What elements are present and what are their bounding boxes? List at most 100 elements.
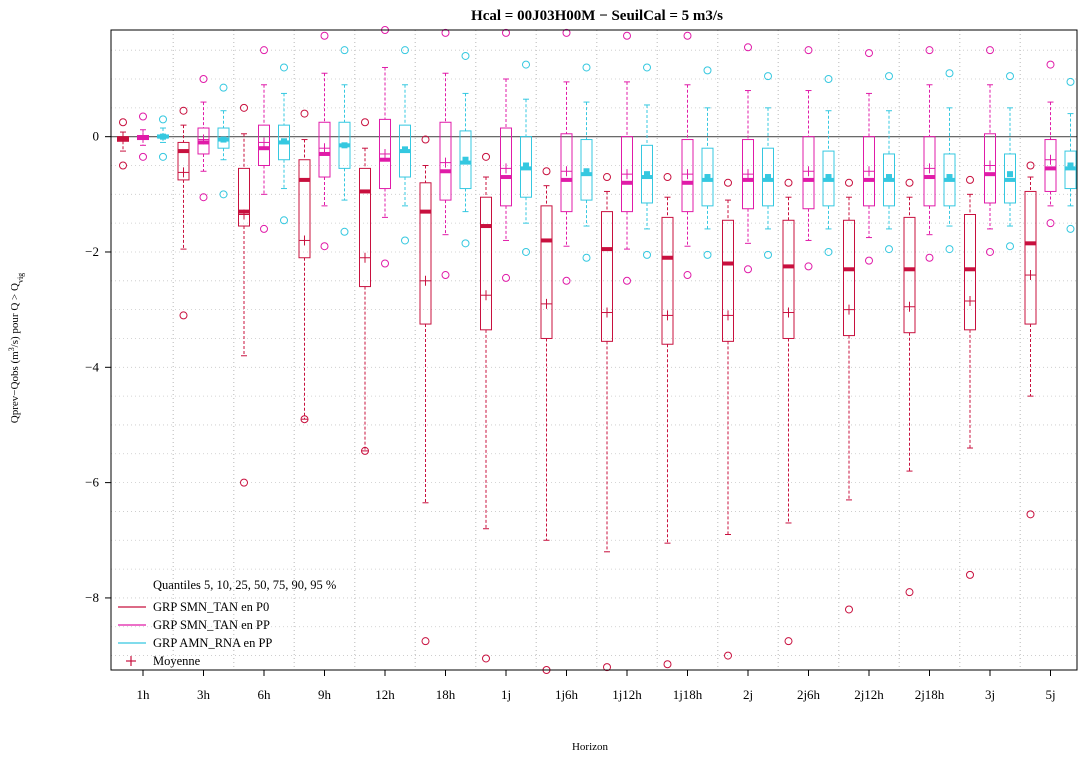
- box-RNA-2j6h: [822, 75, 835, 256]
- quantile-95-point: [219, 83, 228, 92]
- quantile-95-point: [703, 66, 712, 75]
- box-RNA-2j12h: [883, 72, 895, 254]
- x-tick-label: 18h: [436, 687, 456, 702]
- quantile-5-point: [381, 259, 389, 268]
- box-P0-18h: [419, 135, 432, 646]
- quantile-95-point: [804, 46, 813, 55]
- quantile-5-point: [804, 262, 813, 271]
- y-label-mid: /s) pour Q > Q: [9, 283, 21, 347]
- x-tick-label: 2j18h: [915, 687, 945, 702]
- mean-marker: [462, 156, 469, 163]
- y-label-pre: Qprev−Qobs (m: [9, 351, 21, 423]
- x-tick-label: 1j: [501, 687, 511, 702]
- quantile-5-point: [159, 152, 167, 161]
- iqr-box: [238, 167, 250, 227]
- box-RNA-2j: [762, 72, 774, 259]
- box-P0-12h: [359, 118, 371, 455]
- mean-marker: [281, 138, 287, 145]
- quantile-95-point: [1026, 161, 1035, 170]
- iqr-box: [802, 136, 815, 210]
- box-P0-1j: [480, 152, 492, 663]
- quantile-5-point: [562, 276, 571, 285]
- median-mark: [601, 247, 613, 252]
- quantile-5-point: [401, 236, 409, 245]
- quantile-5-point: [784, 637, 793, 646]
- median-mark: [803, 177, 814, 182]
- median-mark: [440, 169, 451, 174]
- mean-marker: [160, 133, 166, 140]
- iqr-box: [641, 144, 653, 204]
- quantile-95-point: [925, 46, 934, 55]
- box-RNA-12h: [399, 46, 411, 245]
- quantile-95-point: [441, 28, 450, 37]
- quantile-5-point: [300, 415, 309, 424]
- quantile-95-point: [522, 60, 530, 69]
- iqr-box: [964, 214, 976, 331]
- quantile-95-point: [1046, 60, 1055, 69]
- quantile-95-point: [280, 63, 288, 72]
- median-mark: [984, 172, 996, 177]
- box-RNA-5j: [1064, 77, 1077, 233]
- quantile-5-point: [744, 265, 752, 274]
- box-RNA-3j: [1004, 72, 1016, 251]
- quantile-95-point: [401, 46, 409, 55]
- mean-marker: [523, 162, 529, 169]
- iqr-box: [359, 167, 371, 288]
- median-mark: [319, 151, 330, 156]
- median-mark: [541, 238, 552, 243]
- median-mark: [561, 177, 572, 182]
- median-mark: [1025, 241, 1036, 246]
- quantile-95-point: [1006, 72, 1014, 81]
- quantile-5-point: [764, 250, 772, 259]
- median-mark: [178, 149, 189, 154]
- plot-frame: [110, 29, 1078, 671]
- quantile-5-point: [966, 570, 974, 579]
- chart-title: Hcal = 00J03H00M − SeuilCal = 5 m3/s: [471, 8, 723, 24]
- quantile-5-point: [1006, 242, 1014, 251]
- iqr-box: [1044, 139, 1057, 192]
- quantile-5-point: [582, 253, 591, 262]
- box-RNA-1j18h: [701, 66, 714, 259]
- quantile-5-point: [119, 161, 127, 170]
- mean-marker: [825, 174, 832, 181]
- box-PP-2j: [742, 43, 754, 274]
- x-tick-label: 6h: [258, 687, 272, 702]
- quantile-5-point: [179, 311, 188, 320]
- box-P0-2j: [722, 178, 734, 660]
- median-mark: [1004, 177, 1016, 182]
- quantile-5-point: [1066, 224, 1075, 233]
- iqr-box: [459, 130, 472, 190]
- box-RNA-1h: [157, 115, 169, 161]
- mean-marker: [704, 174, 711, 181]
- iqr-box: [1024, 190, 1037, 325]
- quantile-5-point: [623, 276, 631, 285]
- quantile-5-point: [361, 446, 369, 455]
- quantile-5-point: [199, 193, 208, 202]
- box-PP-3h: [197, 75, 210, 202]
- median-mark: [924, 175, 935, 180]
- box-P0-3j: [964, 175, 976, 579]
- x-tick-label: 1j12h: [612, 687, 642, 702]
- mean-marker: [220, 136, 227, 143]
- box-P0-1j12h: [601, 173, 613, 672]
- mean-marker: [402, 146, 408, 153]
- median-mark: [843, 267, 855, 272]
- iqr-box: [379, 118, 391, 190]
- y-label-sub: vig: [16, 273, 25, 283]
- box-PP-1j18h: [681, 31, 694, 280]
- iqr-box: [258, 124, 270, 166]
- quantile-95-point: [623, 31, 631, 40]
- box-P0-5j: [1024, 161, 1037, 519]
- median-mark: [500, 175, 512, 180]
- iqr-box: [681, 139, 694, 213]
- quantile-95-point: [562, 28, 571, 37]
- iqr-box: [601, 211, 613, 342]
- box-RNA-6h: [278, 63, 290, 225]
- box-layer: [117, 26, 1077, 674]
- iqr-box: [540, 205, 553, 339]
- box-P0-1h: [117, 118, 129, 170]
- mean-marker: [341, 142, 348, 149]
- mean-marker: [1007, 171, 1013, 178]
- quantile-95-point: [340, 46, 349, 55]
- x-tick-label: 2j: [743, 687, 753, 702]
